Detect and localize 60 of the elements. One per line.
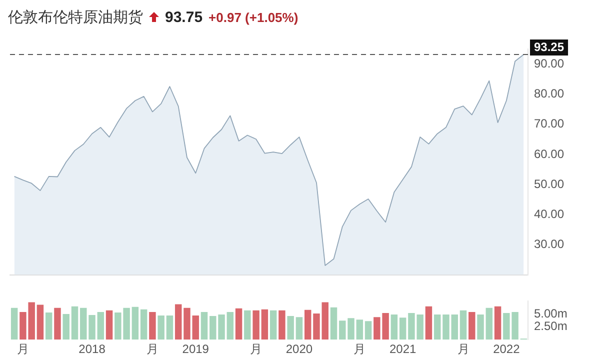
- bar: [356, 320, 364, 340]
- bar: [244, 310, 251, 340]
- bar: [304, 310, 312, 340]
- bar: [62, 314, 70, 340]
- chart-title: 伦敦布伦特原油期货: [8, 8, 143, 26]
- bar: [425, 306, 432, 340]
- bar: [486, 308, 493, 340]
- bar: [10, 308, 18, 340]
- bar: [200, 312, 208, 340]
- bar: [106, 310, 113, 340]
- bar: [36, 304, 44, 340]
- y-tick-label: 60.00: [534, 146, 564, 161]
- x-tick-label: 2018: [78, 342, 106, 356]
- x-tick-label: 2022: [493, 342, 520, 356]
- x-tick-label: 月: [354, 342, 366, 356]
- bar: [149, 312, 156, 340]
- y-tick-label: 80.00: [534, 86, 564, 101]
- x-tick-label: 2021: [389, 342, 416, 356]
- bar: [97, 312, 104, 340]
- bar: [460, 310, 467, 340]
- bar: [45, 312, 52, 340]
- bar: [399, 318, 406, 340]
- bar: [278, 310, 286, 340]
- bar: [226, 312, 234, 340]
- bar: [287, 316, 294, 340]
- y-tick-label: 70.00: [534, 116, 564, 131]
- x-tick-label: 月: [457, 342, 470, 356]
- bar: [71, 306, 78, 340]
- y-tick-label: 90.00: [534, 56, 564, 71]
- bar: [477, 314, 484, 340]
- bar: [235, 308, 242, 340]
- x-tick-label: 月: [250, 342, 262, 356]
- y-tick-label: 30.00: [534, 237, 564, 252]
- bar: [174, 304, 182, 340]
- bar: [166, 316, 174, 340]
- y-tick-label: 2.50m: [534, 319, 568, 334]
- y-tick-label: 40.00: [534, 206, 564, 221]
- bar: [252, 310, 260, 340]
- bar: [296, 317, 303, 340]
- ref-line-label: 93.25: [534, 40, 564, 54]
- bar: [390, 314, 398, 340]
- bar: [140, 309, 148, 340]
- x-tick-label: 月: [146, 342, 158, 356]
- bar: [468, 312, 476, 340]
- bar: [434, 314, 441, 340]
- x-tick-label: 月: [16, 342, 29, 356]
- text: +0.97 (+1.05%): [208, 10, 298, 24]
- bar: [54, 308, 61, 340]
- bar: [261, 309, 268, 340]
- bar: [132, 306, 139, 340]
- y-tick-label: 5.00m: [534, 306, 568, 320]
- chart-subtitle: 93.75: [165, 8, 203, 26]
- bar: [494, 306, 502, 340]
- y-tick-label: 50.00: [534, 176, 564, 191]
- x-tick-label: 2019: [182, 342, 210, 356]
- bar: [158, 316, 164, 340]
- x-tick-label: 2020: [286, 342, 313, 356]
- bar: [364, 321, 372, 340]
- bar: [330, 307, 338, 340]
- bar: [270, 310, 277, 340]
